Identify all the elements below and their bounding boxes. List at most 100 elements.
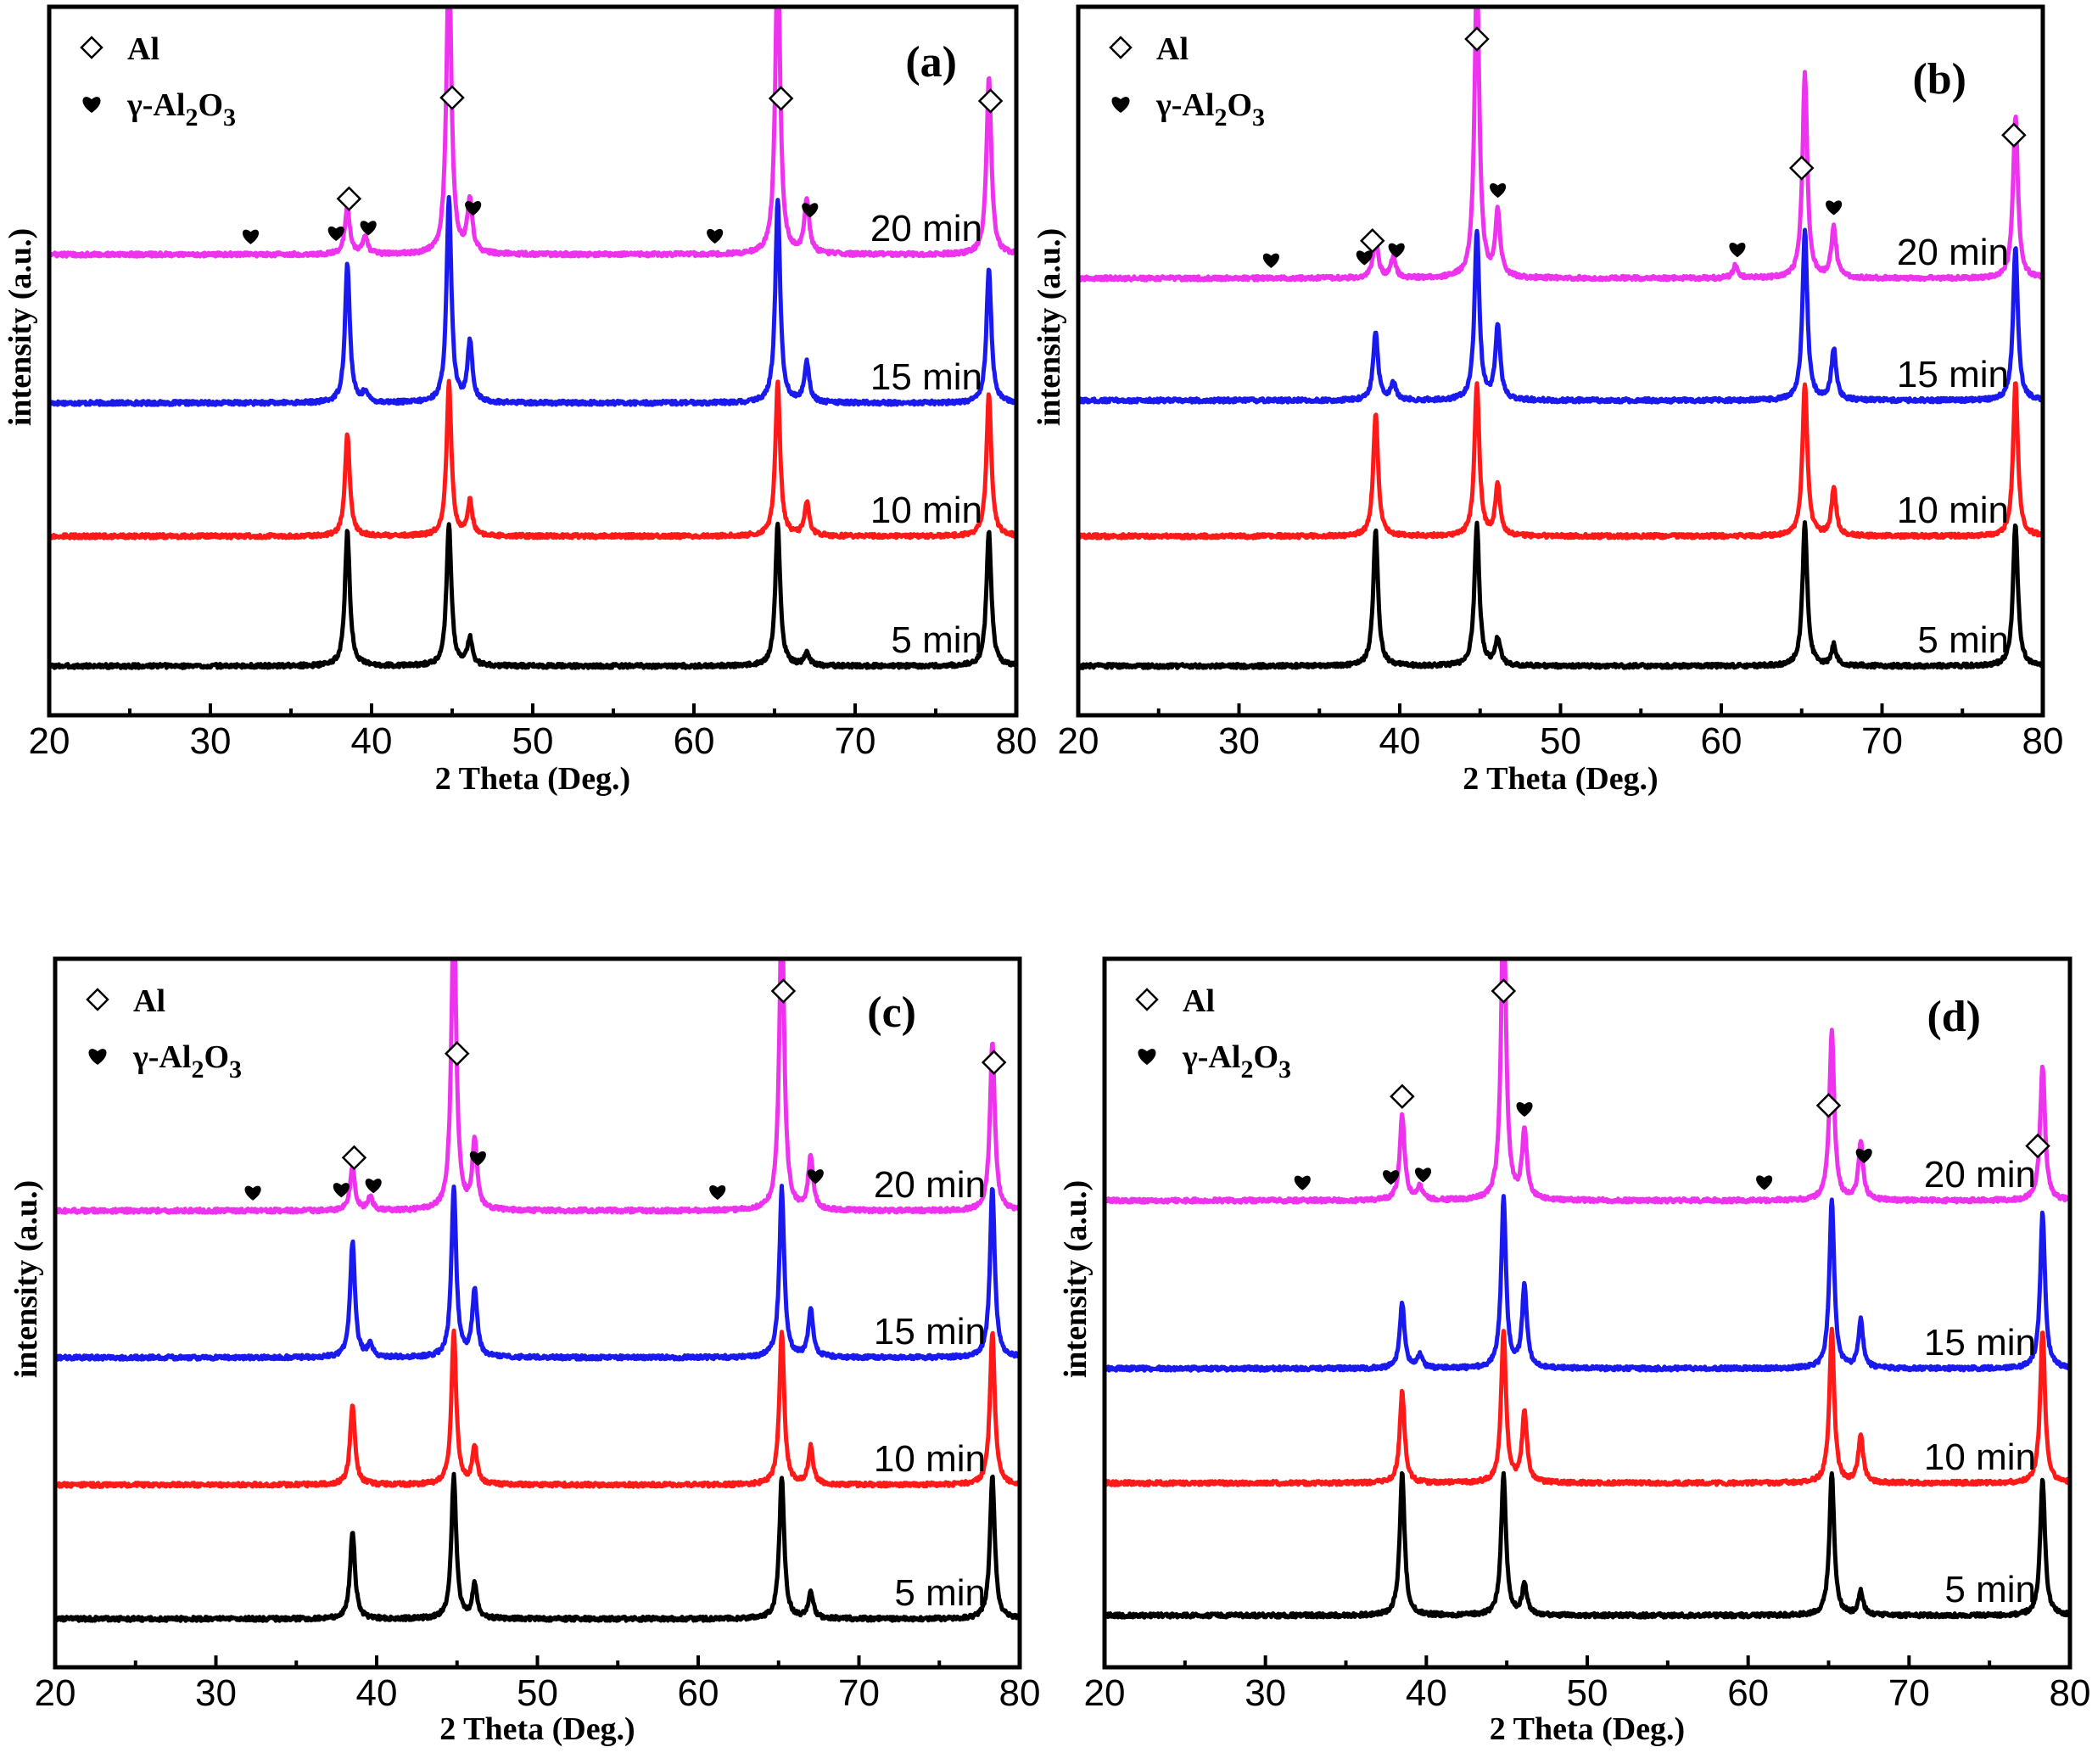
- gamma-alumina-peak-marker: [1356, 250, 1373, 266]
- legend-label-al: Al: [133, 983, 165, 1019]
- series-label: 15 min: [870, 356, 982, 398]
- x-tick-label: 80: [996, 720, 1038, 762]
- series-label: 5 min: [1917, 619, 2009, 661]
- series-20-min: [55, 959, 1020, 1215]
- x-tick-label: 60: [674, 720, 715, 762]
- x-tick-label: 40: [1379, 720, 1421, 762]
- x-axis-title: 2 Theta (Deg.): [1463, 761, 1658, 797]
- x-tick-label: 40: [356, 1672, 398, 1714]
- al-peak-marker: [1390, 1084, 1415, 1109]
- legend-label-gamma-alumina: γ-Al2O3: [1155, 87, 1265, 132]
- traces: [55, 959, 1020, 1623]
- al-peak-marker: [977, 88, 1004, 114]
- x-axis-title: 2 Theta (Deg.): [1490, 1711, 1685, 1747]
- series-label: 20 min: [874, 1164, 986, 1206]
- x-tick-label: 50: [1567, 1672, 1608, 1714]
- gamma-alumina-peak-marker: [1490, 182, 1507, 199]
- panel-label: (c): [867, 988, 916, 1037]
- series-10-min: [1105, 1326, 2070, 1487]
- x-tick-label: 50: [517, 1672, 558, 1714]
- gamma-alumina-peak-marker: [802, 203, 819, 218]
- y-axis-title: intensity (a.u.): [1032, 228, 1067, 426]
- legend-label-al: Al: [1183, 983, 1215, 1019]
- x-tick-label: 30: [195, 1672, 237, 1714]
- series-20-min: [1105, 959, 2070, 1205]
- series-label: 10 min: [1924, 1436, 2036, 1478]
- x-tick-label: 80: [999, 1672, 1041, 1714]
- panel-label: (b): [1912, 55, 1966, 104]
- series-label: 20 min: [1924, 1154, 2036, 1196]
- x-tick-label: 30: [1245, 1672, 1286, 1714]
- series-label: 15 min: [874, 1311, 986, 1352]
- al-peak-marker: [1491, 978, 1517, 1004]
- legend-label-al: Al: [1156, 31, 1189, 67]
- al-peak-marker: [341, 1145, 367, 1171]
- series-label: 10 min: [1897, 490, 2009, 531]
- traces: [1105, 959, 2070, 1620]
- legend-diamond-icon: [80, 36, 103, 59]
- x-tick-label: 30: [190, 720, 232, 762]
- gamma-alumina-peak-marker: [333, 1183, 350, 1198]
- series-label: 20 min: [870, 208, 982, 249]
- series-5-min: [55, 1471, 1020, 1623]
- traces: [1078, 7, 2043, 670]
- x-tick-label: 20: [1058, 720, 1099, 762]
- series-5-min: [1105, 1470, 2070, 1620]
- series-15-min: [1078, 227, 2043, 405]
- panel-label: (a): [905, 38, 957, 87]
- x-axis-title: 2 Theta (Deg.): [435, 761, 630, 797]
- legend-heart-icon: [82, 97, 101, 113]
- al-peak-marker: [2001, 122, 2027, 148]
- x-tick-label: 80: [2022, 720, 2064, 762]
- gamma-alumina-peak-marker: [465, 200, 482, 216]
- x-tick-label: 60: [1727, 1672, 1769, 1714]
- gamma-alumina-peak-marker: [1294, 1175, 1311, 1190]
- gamma-alumina-peak-marker: [327, 226, 344, 242]
- y-axis-title: intensity (a.u.): [1058, 1180, 1094, 1378]
- series-label: 10 min: [874, 1438, 986, 1480]
- series-5-min: [1078, 520, 2043, 670]
- x-tick-label: 40: [1406, 1672, 1447, 1714]
- gamma-alumina-peak-marker: [1383, 1170, 1400, 1185]
- x-tick-label: 20: [29, 720, 70, 762]
- al-peak-marker: [444, 1040, 470, 1067]
- al-peak-marker: [981, 1050, 1007, 1075]
- legend-diamond-icon: [1109, 36, 1133, 59]
- series-label: 5 min: [894, 1572, 986, 1614]
- series-10-min: [55, 1328, 1020, 1489]
- x-tick-label: 70: [835, 720, 876, 762]
- series-label: 20 min: [1897, 232, 2009, 273]
- x-tick-label: 40: [351, 720, 393, 762]
- gamma-alumina-peak-marker: [1756, 1175, 1773, 1190]
- series-label: 15 min: [1897, 354, 2009, 395]
- al-peak-marker: [1360, 227, 1385, 254]
- al-peak-marker: [770, 978, 797, 1004]
- series-label: 10 min: [870, 490, 982, 531]
- al-peak-marker: [2025, 1133, 2050, 1159]
- gamma-alumina-peak-marker: [807, 1169, 824, 1184]
- legend-heart-icon: [1111, 97, 1130, 113]
- x-tick-label: 30: [1218, 720, 1260, 762]
- legend-diamond-icon: [86, 988, 109, 1011]
- y-axis-title: intensity (a.u.): [8, 1180, 44, 1378]
- xrd-panel-c: 5 min 10 min 15 min 20 min 20 30 40 50 60 70 80 2 T…: [8, 956, 1041, 1747]
- series-label: 15 min: [1924, 1322, 2036, 1364]
- xrd-panel-a: 5 min 10 min 15 min 20 min 20 30 40 50 60 70 80 2 T…: [3, 4, 1038, 797]
- gamma-alumina-peak-marker: [1516, 1101, 1533, 1117]
- gamma-alumina-peak-marker: [1729, 243, 1746, 258]
- traces: [49, 7, 1016, 670]
- gamma-alumina-peak-marker: [1855, 1148, 1872, 1163]
- al-peak-marker: [439, 85, 465, 110]
- series-label: 5 min: [1944, 1569, 2036, 1610]
- x-axis-title: 2 Theta (Deg.): [439, 1711, 635, 1747]
- series-15-min: [55, 1184, 1020, 1362]
- gamma-alumina-peak-marker: [365, 1179, 382, 1194]
- al-peak-marker: [1788, 155, 1815, 181]
- gamma-alumina-peak-marker: [244, 1185, 261, 1201]
- series-15-min: [1105, 1194, 2070, 1373]
- gamma-alumina-peak-marker: [242, 229, 260, 244]
- al-peak-marker: [336, 186, 362, 211]
- gamma-alumina-peak-marker: [709, 1184, 726, 1201]
- al-peak-marker: [1815, 1093, 1842, 1118]
